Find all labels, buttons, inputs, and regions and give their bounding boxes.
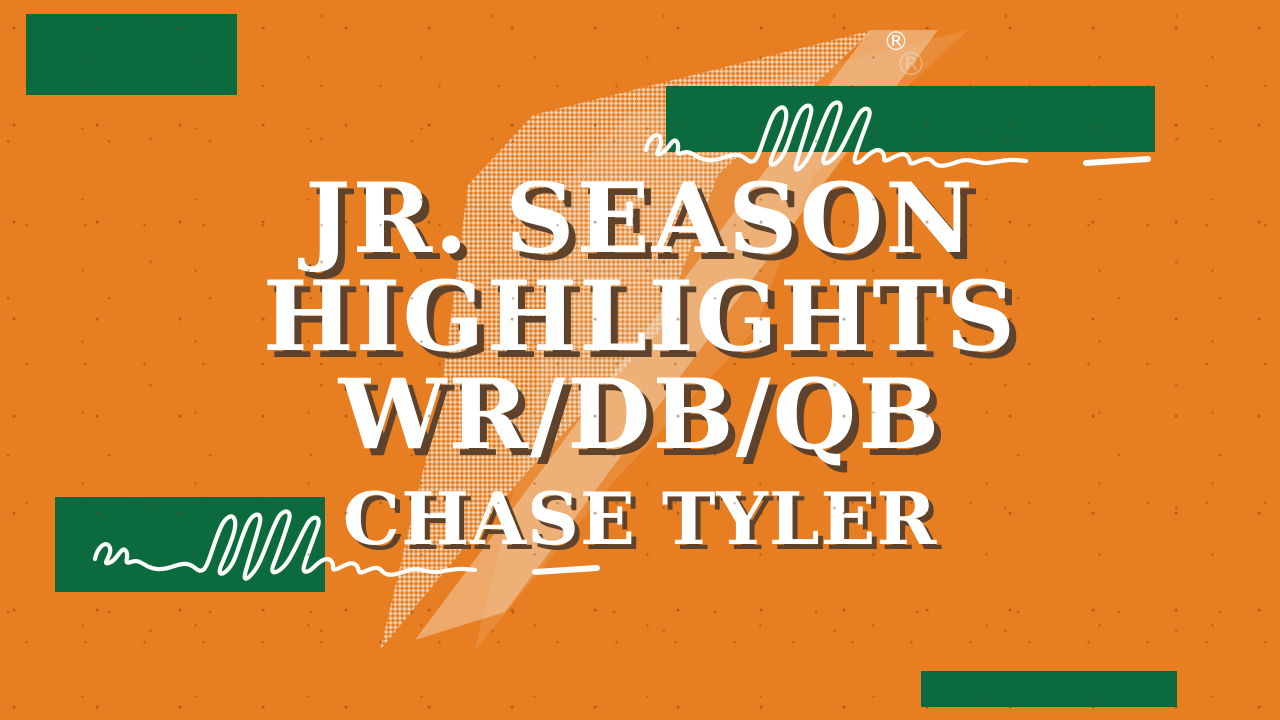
green-block-top-right — [666, 86, 1155, 152]
green-block-top-left — [26, 14, 237, 95]
title-line-2: HIGHLIGHTS — [262, 260, 1018, 373]
signature-scribble-bottom — [95, 511, 597, 578]
registered-trademark-icon: ® — [883, 27, 909, 57]
green-block-bottom-right — [921, 671, 1177, 707]
title-block: JR. SEASON HIGHLIGHTS WR/DB/QB CHASE TYL… — [0, 170, 1280, 566]
title-line-1: JR. SEASON — [305, 162, 975, 275]
registered-trademark-ghost-icon: ® — [895, 45, 927, 83]
bolt-echo-stripe — [415, 30, 938, 640]
title-line-3: WR/DB/QB — [338, 358, 942, 471]
signature-scribble-top — [646, 102, 1148, 169]
player-name: CHASE TYLER — [342, 476, 938, 561]
halftone-bolt — [380, 30, 873, 650]
